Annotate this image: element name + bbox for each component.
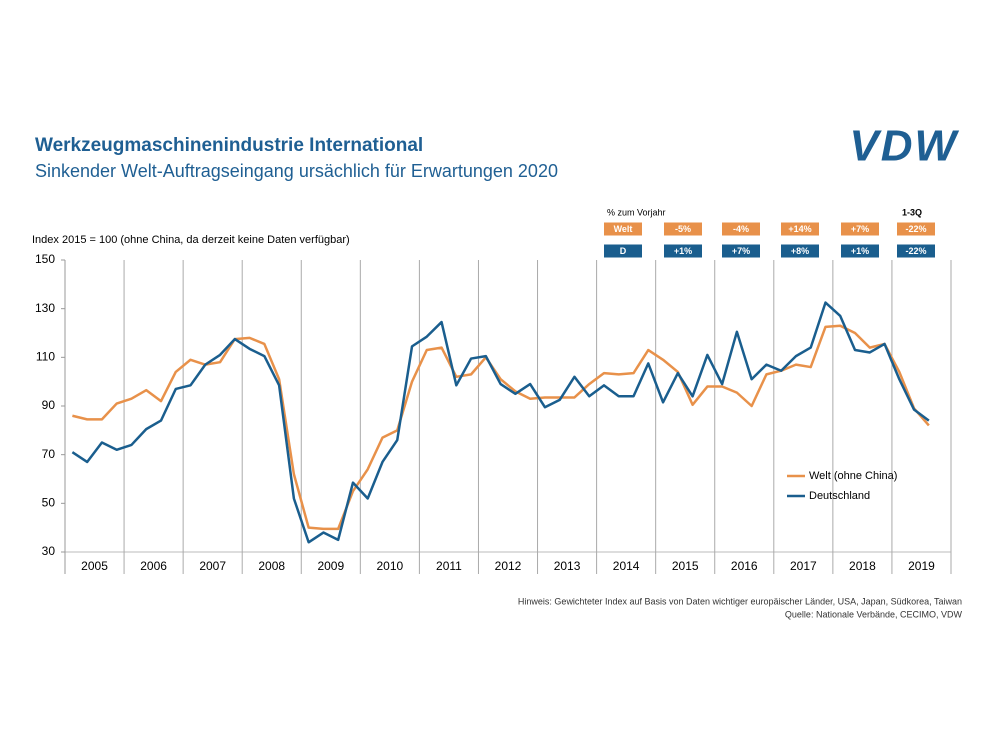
x-tick-label: 2017 [790, 559, 817, 573]
legend-label: Welt (ohne China) [809, 470, 897, 482]
y-tick-label: 150 [35, 252, 55, 266]
table-cell [604, 222, 642, 236]
table-text: D [620, 246, 627, 256]
table-text: Welt [614, 224, 633, 234]
note: Hinweis: Gewichteter Index auf Basis von… [518, 596, 962, 606]
data-line [72, 324, 930, 531]
y-tick-label: 70 [42, 447, 56, 461]
x-tick-label: 2019 [908, 559, 935, 573]
y-tick-label: 110 [36, 350, 55, 364]
table-text: +14% [788, 224, 811, 234]
x-tick-label: 2007 [199, 559, 226, 573]
table-text: +8% [791, 246, 809, 256]
note: Quelle: Nationale Verbände, CECIMO, VDW [785, 609, 963, 619]
table-header: % zum Vorjahr [607, 207, 666, 217]
table-cell [604, 244, 642, 258]
period-label: 1-3Q [902, 207, 922, 217]
table-cell [664, 244, 702, 258]
x-tick-label: 2005 [81, 559, 108, 573]
y-tick-label: 130 [35, 301, 55, 315]
x-tick-label: 2014 [613, 559, 640, 573]
table-text: +1% [851, 246, 869, 256]
table-text: +7% [851, 224, 869, 234]
table-text: -22% [905, 246, 926, 256]
x-tick-label: 2016 [731, 559, 758, 573]
table-text: +7% [732, 246, 750, 256]
table-cell [897, 222, 935, 236]
table-text: -22% [905, 224, 926, 234]
x-tick-label: 2012 [495, 559, 522, 573]
table-text: -5% [675, 224, 691, 234]
y-axis-label: Index 2015 = 100 (ohne China, da derzeit… [32, 234, 350, 246]
table-cell [897, 244, 935, 258]
y-tick-label: 50 [42, 496, 56, 510]
table-cell [841, 222, 879, 236]
x-tick-label: 2013 [554, 559, 581, 573]
y-tick-label: 90 [42, 398, 56, 412]
x-tick-label: 2006 [140, 559, 167, 573]
legend-label: Deutschland [809, 490, 870, 502]
x-tick-label: 2011 [436, 559, 462, 573]
table-cell [841, 244, 879, 258]
chart-title: Werkzeugmaschinenindustrie International [35, 135, 423, 156]
chart-subtitle: Sinkender Welt-Auftragseingang ursächlic… [35, 161, 558, 181]
x-tick-label: 2008 [258, 559, 285, 573]
data-line [71, 301, 930, 544]
table-cell [781, 222, 819, 236]
table-cell [722, 222, 760, 236]
x-tick-label: 2009 [317, 559, 344, 573]
x-tick-label: 2010 [377, 559, 404, 573]
table-text: +1% [674, 246, 692, 256]
table-cell [781, 244, 819, 258]
table-cell [664, 222, 702, 236]
x-tick-label: 2015 [672, 559, 699, 573]
table-cell [722, 244, 760, 258]
table-text: -4% [733, 224, 749, 234]
y-tick-label: 30 [42, 544, 56, 558]
x-tick-label: 2018 [849, 559, 876, 573]
logo: VDW [849, 122, 959, 171]
